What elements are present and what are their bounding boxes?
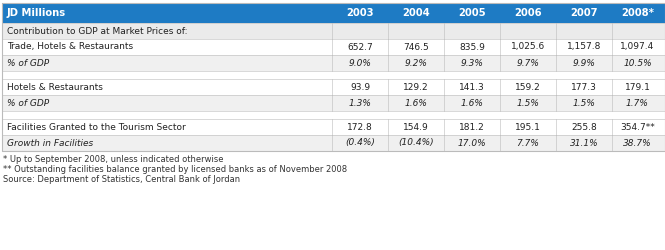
Text: 195.1: 195.1	[515, 122, 541, 132]
Text: 177.3: 177.3	[571, 82, 597, 92]
Text: (0.4%): (0.4%)	[345, 138, 375, 147]
Text: 181.2: 181.2	[459, 122, 485, 132]
Bar	[2, 3, 665, 23]
Bar	[2, 95, 665, 111]
Bar	[2, 111, 665, 119]
Text: 172.8: 172.8	[347, 122, 373, 132]
Text: 2005: 2005	[458, 8, 486, 18]
Text: 10.5%: 10.5%	[623, 58, 652, 68]
Bar	[2, 135, 665, 151]
Text: 179.1: 179.1	[624, 82, 650, 92]
Bar	[2, 55, 665, 71]
Text: 7.7%: 7.7%	[517, 138, 539, 147]
Text: 9.0%: 9.0%	[348, 58, 372, 68]
Text: 9.7%: 9.7%	[517, 58, 539, 68]
Text: 1.6%: 1.6%	[461, 98, 483, 108]
Text: Facilities Granted to the Tourism Sector: Facilities Granted to the Tourism Sector	[7, 122, 186, 132]
Text: 1.5%: 1.5%	[573, 98, 595, 108]
Text: % of GDP: % of GDP	[7, 98, 49, 108]
Text: Hotels & Restaurants: Hotels & Restaurants	[7, 82, 103, 92]
Text: 93.9: 93.9	[350, 82, 370, 92]
Text: Contribution to GDP at Market Prices of:: Contribution to GDP at Market Prices of:	[7, 26, 188, 36]
Bar	[2, 39, 665, 55]
Text: 746.5: 746.5	[403, 42, 429, 51]
Text: 1.5%: 1.5%	[517, 98, 539, 108]
Text: 1,157.8: 1,157.8	[567, 42, 601, 51]
Text: Source: Department of Statistics, Central Bank of Jordan: Source: Department of Statistics, Centra…	[3, 175, 240, 184]
Text: Growth in Facilities: Growth in Facilities	[7, 138, 93, 147]
Text: 2004: 2004	[402, 8, 430, 18]
Text: 652.7: 652.7	[347, 42, 373, 51]
Text: * Up to September 2008, unless indicated otherwise: * Up to September 2008, unless indicated…	[3, 155, 223, 164]
Text: 2003: 2003	[346, 8, 374, 18]
Text: 17.0%: 17.0%	[458, 138, 486, 147]
Text: 1.6%: 1.6%	[404, 98, 428, 108]
Text: 2007: 2007	[571, 8, 598, 18]
Text: 9.2%: 9.2%	[404, 58, 428, 68]
Text: 2008*: 2008*	[621, 8, 654, 18]
Bar	[2, 71, 665, 79]
Text: 9.9%: 9.9%	[573, 58, 595, 68]
Text: (10.4%): (10.4%)	[398, 138, 434, 147]
Text: 255.8: 255.8	[571, 122, 597, 132]
Text: 1,097.4: 1,097.4	[620, 42, 654, 51]
Text: 154.9: 154.9	[403, 122, 429, 132]
Text: ** Outstanding facilities balance granted by licensed banks as of November 2008: ** Outstanding facilities balance grante…	[3, 165, 347, 174]
Text: 2006: 2006	[514, 8, 542, 18]
Bar	[2, 3, 665, 151]
Text: Trade, Hotels & Restaurants: Trade, Hotels & Restaurants	[7, 42, 133, 51]
Text: JD Millions: JD Millions	[7, 8, 66, 18]
Text: 31.1%: 31.1%	[570, 138, 598, 147]
Bar	[2, 79, 665, 95]
Text: 129.2: 129.2	[403, 82, 429, 92]
Text: 141.3: 141.3	[459, 82, 485, 92]
Text: 835.9: 835.9	[459, 42, 485, 51]
Text: % of GDP: % of GDP	[7, 58, 49, 68]
Text: 1,025.6: 1,025.6	[511, 42, 545, 51]
Text: 1.3%: 1.3%	[348, 98, 372, 108]
Text: 354.7**: 354.7**	[620, 122, 655, 132]
Text: 1.7%: 1.7%	[626, 98, 649, 108]
Text: 38.7%: 38.7%	[623, 138, 652, 147]
Bar	[2, 119, 665, 135]
Bar	[2, 23, 665, 39]
Text: 159.2: 159.2	[515, 82, 541, 92]
Text: 9.3%: 9.3%	[461, 58, 483, 68]
